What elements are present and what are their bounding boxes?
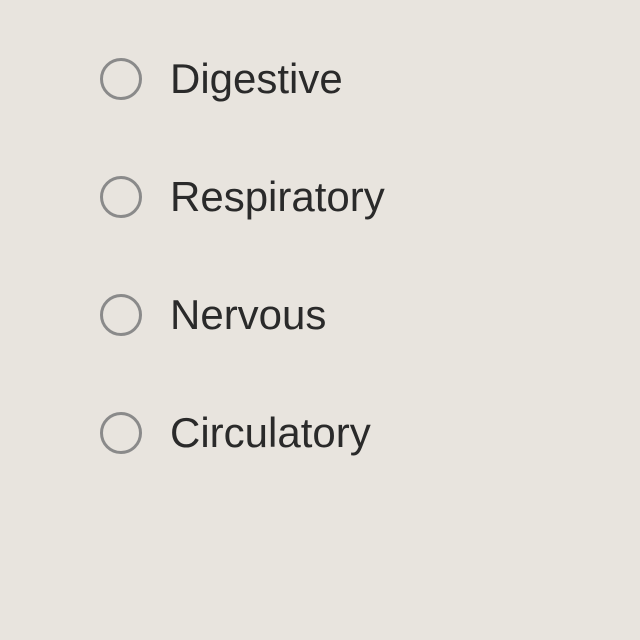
radio-option-respiratory[interactable]: Respiratory	[100, 173, 640, 221]
radio-circle-icon	[100, 294, 142, 336]
radio-circle-icon	[100, 58, 142, 100]
radio-circle-icon	[100, 412, 142, 454]
radio-label: Nervous	[170, 291, 326, 339]
radio-option-digestive[interactable]: Digestive	[100, 55, 640, 103]
radio-option-circulatory[interactable]: Circulatory	[100, 409, 640, 457]
radio-label: Digestive	[170, 55, 343, 103]
radio-circle-icon	[100, 176, 142, 218]
radio-options-group: Digestive Respiratory Nervous Circulator…	[0, 0, 640, 457]
radio-option-nervous[interactable]: Nervous	[100, 291, 640, 339]
radio-label: Respiratory	[170, 173, 385, 221]
radio-label: Circulatory	[170, 409, 371, 457]
